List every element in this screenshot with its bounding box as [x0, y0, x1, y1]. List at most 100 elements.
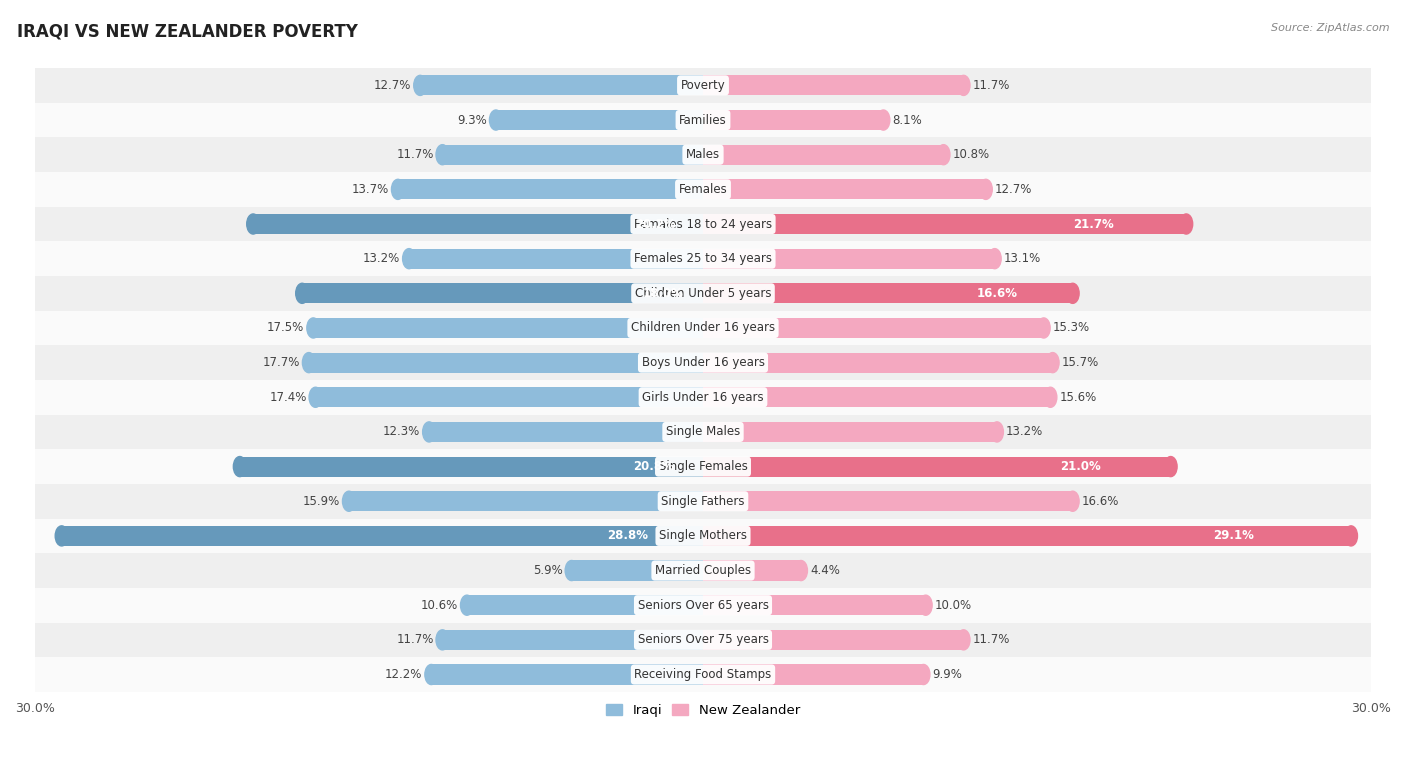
Bar [302, 283, 703, 303]
Text: 13.7%: 13.7% [352, 183, 389, 196]
Text: 15.7%: 15.7% [1062, 356, 1098, 369]
Bar [703, 145, 943, 164]
Bar [703, 560, 801, 581]
Text: 17.4%: 17.4% [269, 391, 307, 404]
Circle shape [423, 422, 436, 442]
Text: 13.2%: 13.2% [1005, 425, 1043, 438]
Circle shape [425, 665, 437, 684]
Circle shape [920, 595, 932, 615]
Circle shape [1180, 214, 1192, 234]
Circle shape [309, 387, 322, 407]
Circle shape [343, 491, 356, 512]
Circle shape [402, 249, 416, 268]
Bar [703, 283, 1073, 303]
Bar [409, 249, 703, 268]
Bar [35, 68, 1371, 103]
Circle shape [877, 110, 890, 130]
Circle shape [1066, 491, 1080, 512]
Text: Single Females: Single Females [658, 460, 748, 473]
Circle shape [990, 422, 1004, 442]
Circle shape [980, 180, 993, 199]
Bar [703, 214, 1187, 234]
Bar [572, 560, 703, 581]
Circle shape [436, 145, 449, 164]
Circle shape [917, 665, 929, 684]
Text: 13.2%: 13.2% [363, 252, 401, 265]
Text: 11.7%: 11.7% [396, 149, 433, 161]
Text: 21.7%: 21.7% [1073, 218, 1114, 230]
Circle shape [1038, 318, 1050, 338]
Text: 17.7%: 17.7% [263, 356, 299, 369]
Bar [35, 588, 1371, 622]
Bar [35, 518, 1371, 553]
Bar [703, 630, 963, 650]
Text: 15.6%: 15.6% [1059, 391, 1097, 404]
Text: Boys Under 16 years: Boys Under 16 years [641, 356, 765, 369]
Bar [467, 595, 703, 615]
Bar [35, 484, 1371, 518]
Text: Single Males: Single Males [666, 425, 740, 438]
Text: 15.9%: 15.9% [302, 495, 340, 508]
Bar [703, 422, 997, 442]
Bar [35, 415, 1371, 449]
Circle shape [1164, 456, 1177, 477]
Text: 15.3%: 15.3% [1053, 321, 1090, 334]
Circle shape [1344, 526, 1357, 546]
Circle shape [988, 249, 1001, 268]
Text: Children Under 5 years: Children Under 5 years [634, 287, 772, 300]
Text: Single Fathers: Single Fathers [661, 495, 745, 508]
Circle shape [565, 560, 578, 581]
Bar [314, 318, 703, 338]
Text: 9.9%: 9.9% [932, 668, 962, 681]
Bar [35, 103, 1371, 137]
Text: 11.7%: 11.7% [396, 634, 433, 647]
Bar [703, 249, 994, 268]
Text: 12.2%: 12.2% [385, 668, 422, 681]
Text: 11.7%: 11.7% [973, 634, 1010, 647]
Circle shape [55, 526, 67, 546]
Circle shape [246, 214, 260, 234]
Circle shape [957, 630, 970, 650]
Bar [398, 180, 703, 199]
Bar [35, 207, 1371, 241]
Text: 16.6%: 16.6% [1081, 495, 1119, 508]
Circle shape [233, 456, 246, 477]
Bar [443, 145, 703, 164]
Bar [35, 380, 1371, 415]
Legend: Iraqi, New Zealander: Iraqi, New Zealander [600, 699, 806, 722]
Text: 10.6%: 10.6% [420, 599, 458, 612]
Circle shape [1046, 352, 1059, 373]
Bar [703, 595, 925, 615]
Text: Females: Females [679, 183, 727, 196]
Bar [35, 657, 1371, 692]
Bar [420, 75, 703, 96]
Text: 4.4%: 4.4% [810, 564, 839, 577]
Circle shape [413, 75, 426, 96]
Bar [703, 75, 963, 96]
Text: Receiving Food Stamps: Receiving Food Stamps [634, 668, 772, 681]
Bar [35, 449, 1371, 484]
Text: 20.8%: 20.8% [634, 460, 675, 473]
Bar [703, 387, 1050, 407]
Text: 12.3%: 12.3% [382, 425, 420, 438]
Bar [35, 137, 1371, 172]
Bar [240, 456, 703, 477]
Bar [35, 622, 1371, 657]
Circle shape [1066, 283, 1080, 303]
Text: Children Under 16 years: Children Under 16 years [631, 321, 775, 334]
Text: 17.5%: 17.5% [267, 321, 304, 334]
Circle shape [1043, 387, 1057, 407]
Circle shape [436, 630, 449, 650]
Circle shape [936, 145, 950, 164]
Text: 20.2%: 20.2% [636, 218, 676, 230]
Text: 12.7%: 12.7% [374, 79, 412, 92]
Bar [35, 346, 1371, 380]
Text: 13.1%: 13.1% [1004, 252, 1040, 265]
Text: IRAQI VS NEW ZEALANDER POVERTY: IRAQI VS NEW ZEALANDER POVERTY [17, 23, 357, 41]
Text: Source: ZipAtlas.com: Source: ZipAtlas.com [1271, 23, 1389, 33]
Text: 10.8%: 10.8% [952, 149, 990, 161]
Bar [703, 180, 986, 199]
Bar [703, 526, 1351, 546]
Circle shape [794, 560, 807, 581]
Bar [309, 352, 703, 373]
